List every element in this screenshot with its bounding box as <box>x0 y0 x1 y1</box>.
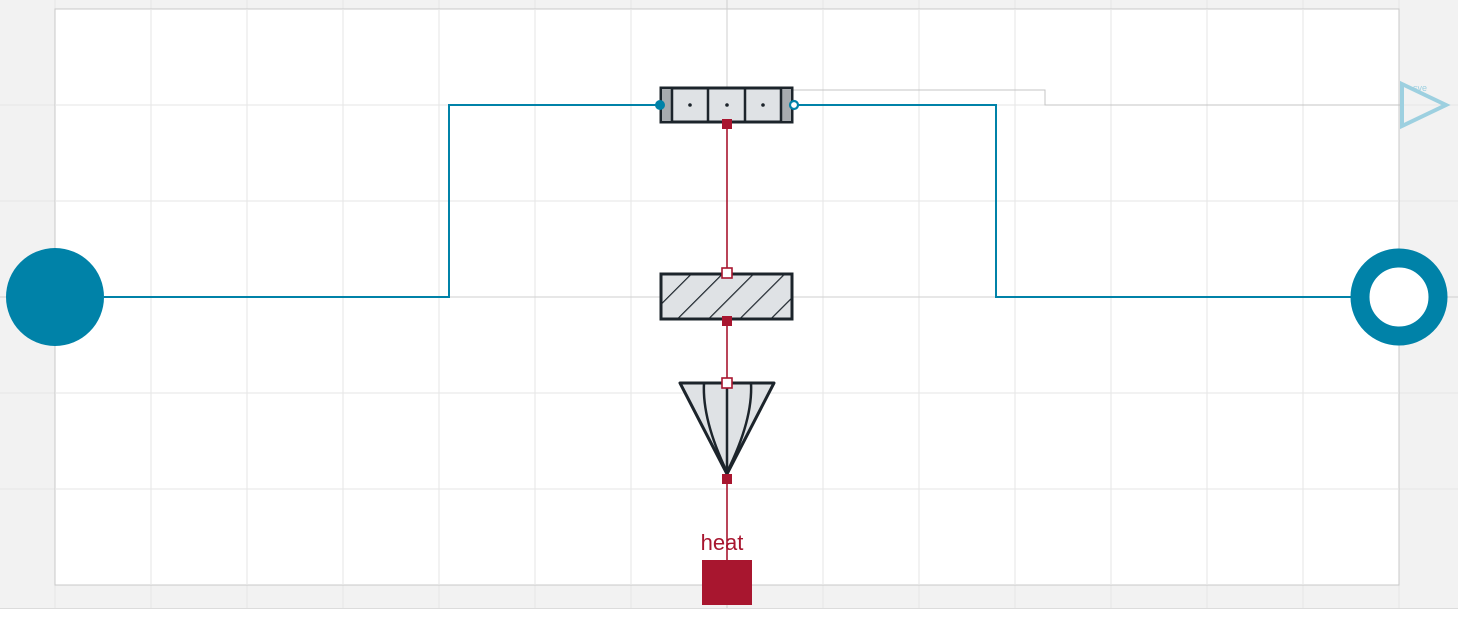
convection-port-bottom-icon[interactable] <box>722 474 732 484</box>
heat-port-label: heat <box>701 530 744 555</box>
fluid-connection-a[interactable] <box>104 104 660 298</box>
pipe-segment[interactable] <box>659 86 794 124</box>
resistor-port-bottom-icon[interactable] <box>722 316 732 326</box>
fluid-connection-b[interactable] <box>793 104 1352 298</box>
port-a-icon[interactable] <box>6 248 104 346</box>
pipe-port-b-icon[interactable] <box>788 99 800 111</box>
convection-port-top-icon[interactable] <box>721 377 733 389</box>
signal-connection[interactable] <box>793 89 1400 106</box>
output-triangle-icon[interactable] <box>1400 80 1451 130</box>
resistor-port-top-icon[interactable] <box>721 267 733 279</box>
pipe-port-a-icon[interactable] <box>655 100 665 110</box>
heat-port-icon[interactable] <box>702 560 752 605</box>
bottom-strip <box>0 608 1458 619</box>
pipe-heat-port-icon[interactable] <box>722 119 732 129</box>
output-ghost-label: sve <box>1413 83 1427 93</box>
thermal-resistor[interactable] <box>659 272 794 321</box>
port-b-icon[interactable] <box>1350 248 1448 346</box>
